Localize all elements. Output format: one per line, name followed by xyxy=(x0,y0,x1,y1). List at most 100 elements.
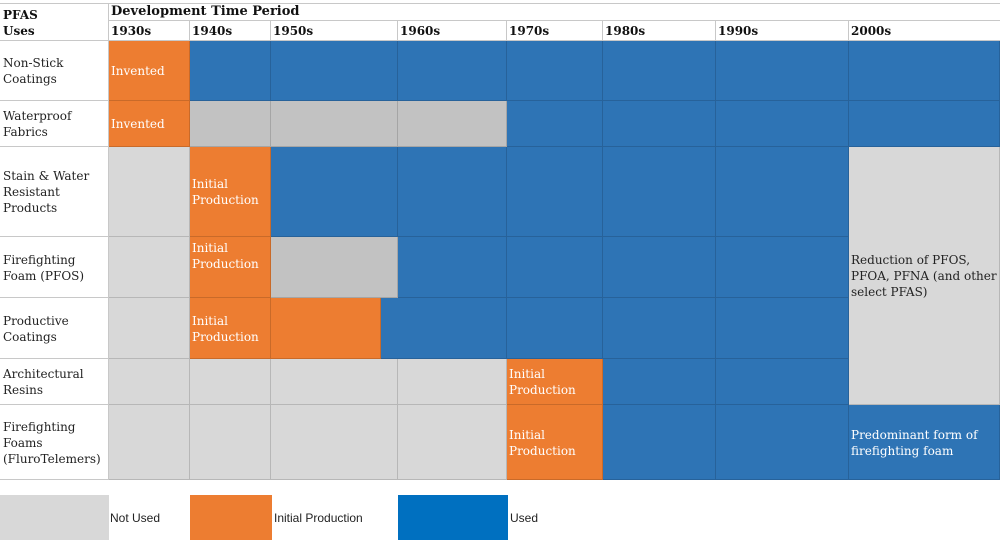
cell-used xyxy=(716,101,849,147)
legend-label-used: Used xyxy=(510,510,539,525)
cell-used xyxy=(190,41,271,101)
decade-header: 1980s xyxy=(605,24,646,38)
reduction-note: Reduction of PFOS, PFOA, PFNA (and other… xyxy=(851,253,997,299)
cell-used xyxy=(849,41,1000,101)
cell-used xyxy=(398,41,507,101)
cell-initial xyxy=(507,359,603,405)
cell-used xyxy=(603,147,716,237)
cell-initial xyxy=(271,298,381,359)
row-label: Waterproof Fabrics xyxy=(3,109,72,139)
cell-not-used xyxy=(109,298,190,359)
initial-production-label: Initial Production xyxy=(509,367,576,397)
legend-swatch-initial-production xyxy=(190,495,272,540)
predominant-note: Predominant form of firefighting foam xyxy=(851,427,978,458)
cell-used xyxy=(716,298,849,359)
cell-not-used xyxy=(109,237,190,298)
row-label: Firefighting Foam (PFOS) xyxy=(3,252,85,283)
initial-production-label: Initial Production xyxy=(509,427,576,458)
cell-not-used xyxy=(398,405,507,480)
decade-header: 2000s xyxy=(851,24,892,38)
cell-used xyxy=(716,41,849,101)
cell-used xyxy=(603,359,716,405)
cell-not-used xyxy=(109,147,190,237)
cell-used xyxy=(507,147,603,237)
cell-not-used xyxy=(190,101,271,147)
decade-divider xyxy=(189,20,190,41)
top-border xyxy=(0,3,1000,4)
decade-divider xyxy=(848,20,849,41)
legend-label-not-used: Not Used xyxy=(110,510,161,525)
cell-not-used xyxy=(190,359,271,405)
invented-label: Invented xyxy=(111,117,165,131)
period-title: Development Time Period xyxy=(111,4,300,19)
legend-swatch-not-used xyxy=(0,495,109,540)
cell-initial xyxy=(507,405,603,480)
cell-used xyxy=(603,41,716,101)
decade-header: 1990s xyxy=(718,24,759,38)
cell-used xyxy=(716,405,849,480)
period-divider xyxy=(109,20,1000,21)
cell-reduction xyxy=(849,147,1000,405)
corner-header-line2: Uses xyxy=(3,24,35,38)
cell-used xyxy=(849,101,1000,147)
header-bottom-border xyxy=(0,40,1000,41)
cell-not-used xyxy=(190,405,271,480)
cell-used xyxy=(603,405,716,480)
cell-used xyxy=(716,147,849,237)
invented-label: Invented xyxy=(111,64,165,78)
row-divider xyxy=(0,297,108,298)
cell-not-used xyxy=(271,359,398,405)
cell-used xyxy=(716,359,849,405)
legend-swatch-used xyxy=(398,495,508,540)
row-divider xyxy=(0,479,108,480)
row-label: Firefighting Foams (FluroTelemers) xyxy=(3,419,101,466)
cell-not-used xyxy=(398,101,507,147)
row-label: Stain & Water Resistant Products xyxy=(3,169,90,215)
corner-header-line1: PFAS xyxy=(3,8,38,22)
initial-production-label: Initial Production xyxy=(192,177,259,207)
cell-used xyxy=(507,41,603,101)
row-divider xyxy=(0,236,108,237)
decade-divider xyxy=(506,20,507,41)
cell-initial xyxy=(190,298,271,359)
decade-header: 1940s xyxy=(192,24,233,38)
decade-divider xyxy=(715,20,716,41)
cell-initial xyxy=(190,147,271,237)
decade-header: 1970s xyxy=(509,24,550,38)
cell-used xyxy=(716,237,849,298)
cell-not-used xyxy=(271,237,398,298)
cell-used xyxy=(398,237,507,298)
legend-label-initial-production: Initial Production xyxy=(274,510,363,525)
cell-used xyxy=(271,147,398,237)
cell-used xyxy=(271,41,398,101)
cell-used xyxy=(603,101,716,147)
cell-not-used xyxy=(271,101,398,147)
corner-header: PFAS Uses xyxy=(3,7,38,39)
cell-not-used xyxy=(271,405,398,480)
row-label: Productive Coatings xyxy=(3,313,69,344)
cell-used xyxy=(507,101,603,147)
decade-divider xyxy=(397,20,398,41)
cell-not-used xyxy=(398,359,507,405)
cell-not-used xyxy=(109,405,190,480)
decade-header: 1930s xyxy=(111,24,152,38)
cell-initial xyxy=(109,41,190,101)
row-label: Non-Stick Coatings xyxy=(3,56,64,86)
row-divider xyxy=(0,358,108,359)
cell-not-used xyxy=(109,359,190,405)
cell-used xyxy=(398,147,507,237)
row-divider xyxy=(0,146,108,147)
label-column-divider xyxy=(108,3,109,480)
cell-initial xyxy=(109,101,190,147)
initial-production-label: Initial Production xyxy=(192,313,259,344)
cell-used xyxy=(603,237,716,298)
decade-header: 1960s xyxy=(400,24,441,38)
cell-used xyxy=(381,298,507,359)
decade-divider xyxy=(602,20,603,41)
row-label: Architectural Resins xyxy=(3,367,84,397)
cell-used xyxy=(507,298,603,359)
row-divider xyxy=(0,100,108,101)
cell-used xyxy=(849,405,1000,480)
cell-used xyxy=(603,298,716,359)
cell-used xyxy=(507,237,603,298)
